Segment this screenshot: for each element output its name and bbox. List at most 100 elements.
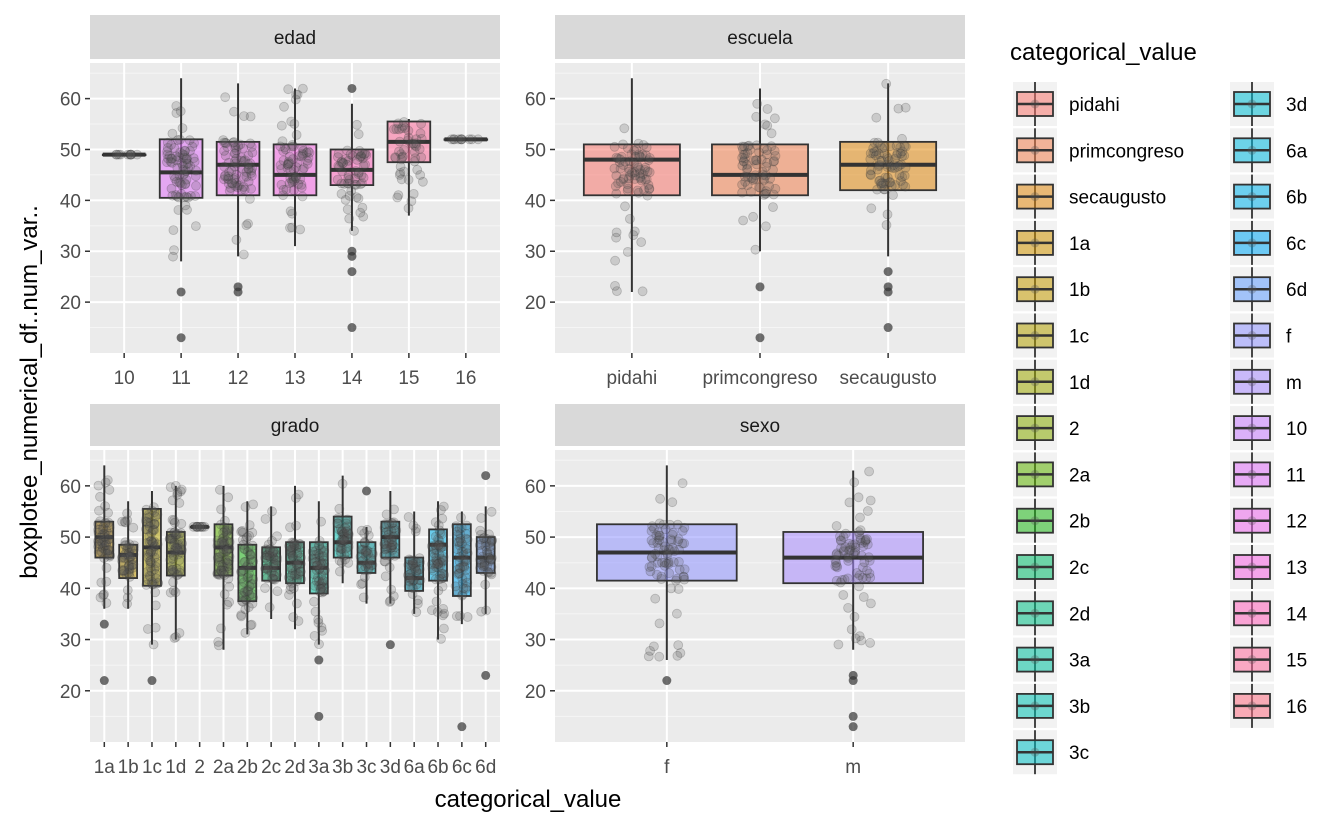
jitter-point [285,545,296,555]
jitter-point [405,572,415,583]
jitter-point [354,145,365,156]
jitter-point [335,542,346,553]
jitter-point [475,525,486,536]
jitter-point [167,564,178,575]
jitter-point [853,492,864,503]
jitter-point [362,524,373,535]
jitter-point [149,507,160,517]
jitter-point [242,586,253,597]
jitter-point [361,547,372,558]
jitter-point [641,142,652,153]
jitter-point [272,552,282,563]
jitter-point [311,576,322,586]
jitter-point [316,578,327,589]
jitter-point [288,537,299,548]
jitter-point [381,509,392,520]
jitter-point [168,251,178,262]
jitter-point [285,543,296,553]
legend-key-point [1247,701,1257,711]
jitter-point [167,157,177,168]
jitter-point [172,487,183,498]
jitter-point [180,178,191,189]
jitter-point [482,549,493,560]
jitter-point [434,549,445,560]
jitter-point [191,180,201,191]
jitter-point [355,207,366,218]
jitter-point [646,526,657,536]
jitter-point [879,142,890,153]
jitter-point [318,566,329,577]
outlier-point [347,323,357,333]
jitter-point [223,157,234,168]
jitter-point [475,563,486,573]
jitter-point [831,575,842,586]
jitter-point [363,562,374,573]
jitter-point [264,548,275,558]
jitter-point [165,547,176,558]
jitter-point [461,529,472,539]
jitter-point [433,540,444,551]
jitter-point [611,188,622,199]
legend-item-11: 11 [1230,452,1306,497]
jitter-point [414,553,425,563]
box-body [261,546,282,582]
jitter-point [224,167,235,178]
jitter-point [899,150,910,161]
jitter-point [860,535,871,546]
jitter-point [406,566,417,576]
legend-key-point [1247,238,1257,248]
jitter-point [295,558,306,569]
legend-item-pidahi: pidahi [1013,82,1120,126]
jitter-point [649,641,659,652]
jitter-point [296,179,307,190]
jitter-point [96,536,107,546]
jitter-point [403,560,414,570]
jitter-point [241,171,252,182]
jitter-point [633,162,644,173]
jitter-point [268,560,279,570]
legend-label-14: 14 [1286,604,1308,625]
jitter-point [848,549,859,559]
jitter-point [384,537,394,548]
jitter-point [169,515,179,526]
jitter-point [333,148,344,159]
jitter-point [428,565,439,576]
jitter-point [412,595,423,606]
jitter-point [762,157,772,168]
jitter-point [169,527,180,538]
jitter-point [307,553,318,564]
jitter-point [679,538,689,549]
strip-label-grado: grado [271,416,320,437]
outlier-point [481,670,491,680]
jitter-point [221,546,232,557]
jitter-point [93,536,103,546]
jitter-point [142,524,152,535]
jitter-point [871,112,882,123]
jitter-point [217,537,228,547]
jitter-point [150,511,161,522]
jitter-point [243,572,254,582]
jitter-point [171,529,182,540]
jitter-point [737,160,748,171]
jitter-point [288,185,299,196]
jitter-point [480,541,491,552]
jitter-point [178,152,189,163]
jitter-point [403,174,414,185]
jitter-point [333,160,344,171]
jitter-point [288,154,298,165]
outlier-point [883,287,893,297]
jitter-point [664,544,675,555]
jitter-point [239,111,249,121]
x-tick-label-3b: 3b [332,757,353,778]
jitter-point [224,537,235,547]
jitter-point [750,244,761,255]
jitter-point [148,524,159,535]
jitter-point [387,545,398,555]
jitter-point [117,565,128,576]
outlier-point [755,333,765,343]
jitter-point [104,520,115,530]
jitter-point [166,530,177,541]
jitter-point [360,159,371,170]
jitter-point [461,520,472,531]
jitter-point [339,532,350,543]
